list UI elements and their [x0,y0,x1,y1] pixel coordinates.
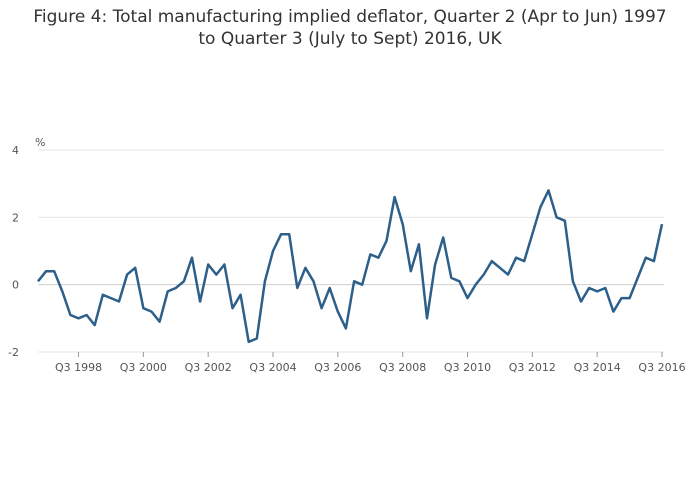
x-tick-label: Q3 2016 [638,361,685,374]
x-tick-label: Q3 2014 [574,361,621,374]
series-line [37,189,664,344]
y-tick-label: 0 [12,279,19,292]
y-tick-label: -2 [8,346,19,359]
y-axis-ticks: -2 0 2 4 [8,144,19,359]
x-axis-ticks: Q3 1998 Q3 2000 Q3 2002 Q3 2004 Q3 2006 Q3 20… [55,352,686,374]
x-tick-label: Q3 2008 [379,361,426,374]
chart-title-line-1: Figure 4: Total manufacturing implied de… [33,7,667,27]
chart-title-line-2: to Quarter 3 (July to Sept) 2016, UK [198,29,502,49]
x-tick-label: Q3 2010 [444,361,491,374]
chart-title: Figure 4: Total manufacturing implied de… [0,6,700,50]
x-tick-label: Q3 1998 [55,361,102,374]
y-tick-label: 4 [12,144,19,157]
x-tick-label: Q3 2012 [509,361,556,374]
x-tick-label: Q3 2002 [185,361,232,374]
series-lines [37,189,664,344]
x-tick-label: Q3 2006 [314,361,361,374]
y-tick-label: 2 [12,211,19,224]
x-tick-label: Q3 2000 [120,361,167,374]
y-axis-unit-label: % [35,136,45,149]
x-tick-label: Q3 2004 [249,361,296,374]
